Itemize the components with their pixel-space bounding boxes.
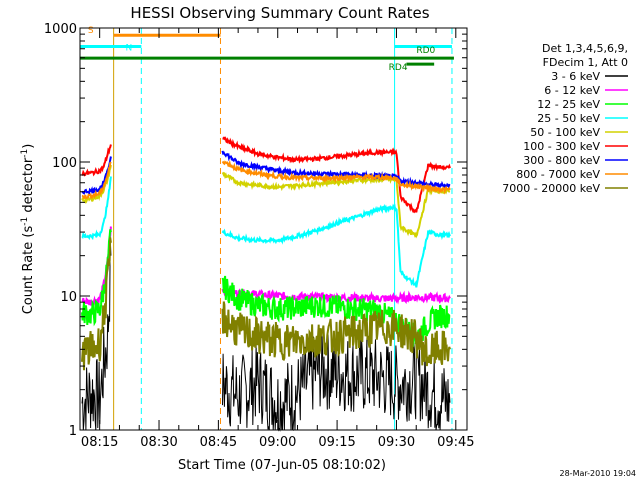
legend-header-1: Det 1,3,4,5,6,9, xyxy=(542,42,628,55)
y-tick-label: 1 xyxy=(69,424,77,439)
y-tick-label: 100 xyxy=(52,156,77,171)
legend-entry-label: 50 - 100 keV xyxy=(530,126,600,139)
x-tick-label: 09:15 xyxy=(318,435,355,450)
x-tick-label: 09:00 xyxy=(259,435,296,450)
x-tick-label: 09:30 xyxy=(378,435,415,450)
y-label-main: Count Rate (s xyxy=(21,226,36,315)
series-line xyxy=(221,150,451,191)
series-line xyxy=(81,144,112,177)
legend-entry-label: 100 - 300 keV xyxy=(523,140,600,153)
series-3-6-kev xyxy=(81,237,451,432)
legend-entry-label: 7000 - 20000 keV xyxy=(502,182,600,195)
y-axis-label: Count Rate (s-1 detector-1) xyxy=(20,144,36,315)
x-axis: 08:15 08:30 08:45 09:00 09:15 09:30 09:45 xyxy=(81,28,475,450)
series-line xyxy=(81,156,112,196)
legend-header-2: FDecim 1, Att 0 xyxy=(543,56,628,69)
series-100-300-kev xyxy=(81,136,451,214)
x-tick-label: 09:45 xyxy=(437,435,474,450)
series-800-7000-kev xyxy=(81,159,451,200)
series-line xyxy=(221,159,451,195)
x-axis-label: Start Time (07-Jun-05 08:10:02) xyxy=(178,458,386,473)
series-300-800-kev xyxy=(81,150,451,196)
legend-entry-label: 800 - 7000 keV xyxy=(516,168,600,181)
series-line xyxy=(81,176,112,241)
series-line xyxy=(221,171,451,239)
y-tick-label: 10 xyxy=(60,290,77,305)
series-line xyxy=(81,237,112,371)
y-axis: 1 10 100 1000 xyxy=(44,22,467,439)
series-line xyxy=(81,237,112,431)
flag-label: RD0 xyxy=(416,46,435,56)
x-tick-label: 08:30 xyxy=(140,435,177,450)
flag-label: RD4 xyxy=(389,63,408,73)
flag-label: S xyxy=(88,26,94,36)
legend: Det 1,3,4,5,6,9, FDecim 1, Att 0 3 - 6 k… xyxy=(502,42,628,195)
y-tick-label: 1000 xyxy=(44,22,77,37)
flag-label: N xyxy=(126,43,133,53)
series-line xyxy=(222,331,451,432)
x-tick-label: 08:45 xyxy=(200,435,237,450)
plot-area: S N RD0 RD4 xyxy=(80,26,454,432)
x-tick-label: 08:15 xyxy=(81,435,118,450)
y-label-end: ) xyxy=(21,144,36,149)
series-line xyxy=(222,136,451,214)
series-25-50-kev xyxy=(81,176,451,288)
legend-entry-label: 25 - 50 keV xyxy=(537,112,600,125)
legend-entry-label: 3 - 6 keV xyxy=(551,70,600,83)
legend-entry-label: 12 - 25 keV xyxy=(537,98,600,111)
plot-frame xyxy=(79,27,468,431)
y-label-sup-2: -1 xyxy=(20,149,30,158)
legend-entry-label: 6 - 12 keV xyxy=(544,84,600,97)
timestamp: 28-Mar-2010 19:04 xyxy=(560,469,637,478)
series-line xyxy=(221,301,451,367)
series-line xyxy=(221,203,451,288)
y-label-mid: detector xyxy=(21,157,36,217)
legend-entry-label: 300 - 800 keV xyxy=(523,154,600,167)
series-line xyxy=(81,229,112,327)
chart-title: HESSI Observing Summary Count Rates xyxy=(130,4,429,22)
series-line xyxy=(81,161,112,200)
y-label-sup-1: -1 xyxy=(20,217,30,226)
series-7000-20000-kev xyxy=(81,237,451,371)
